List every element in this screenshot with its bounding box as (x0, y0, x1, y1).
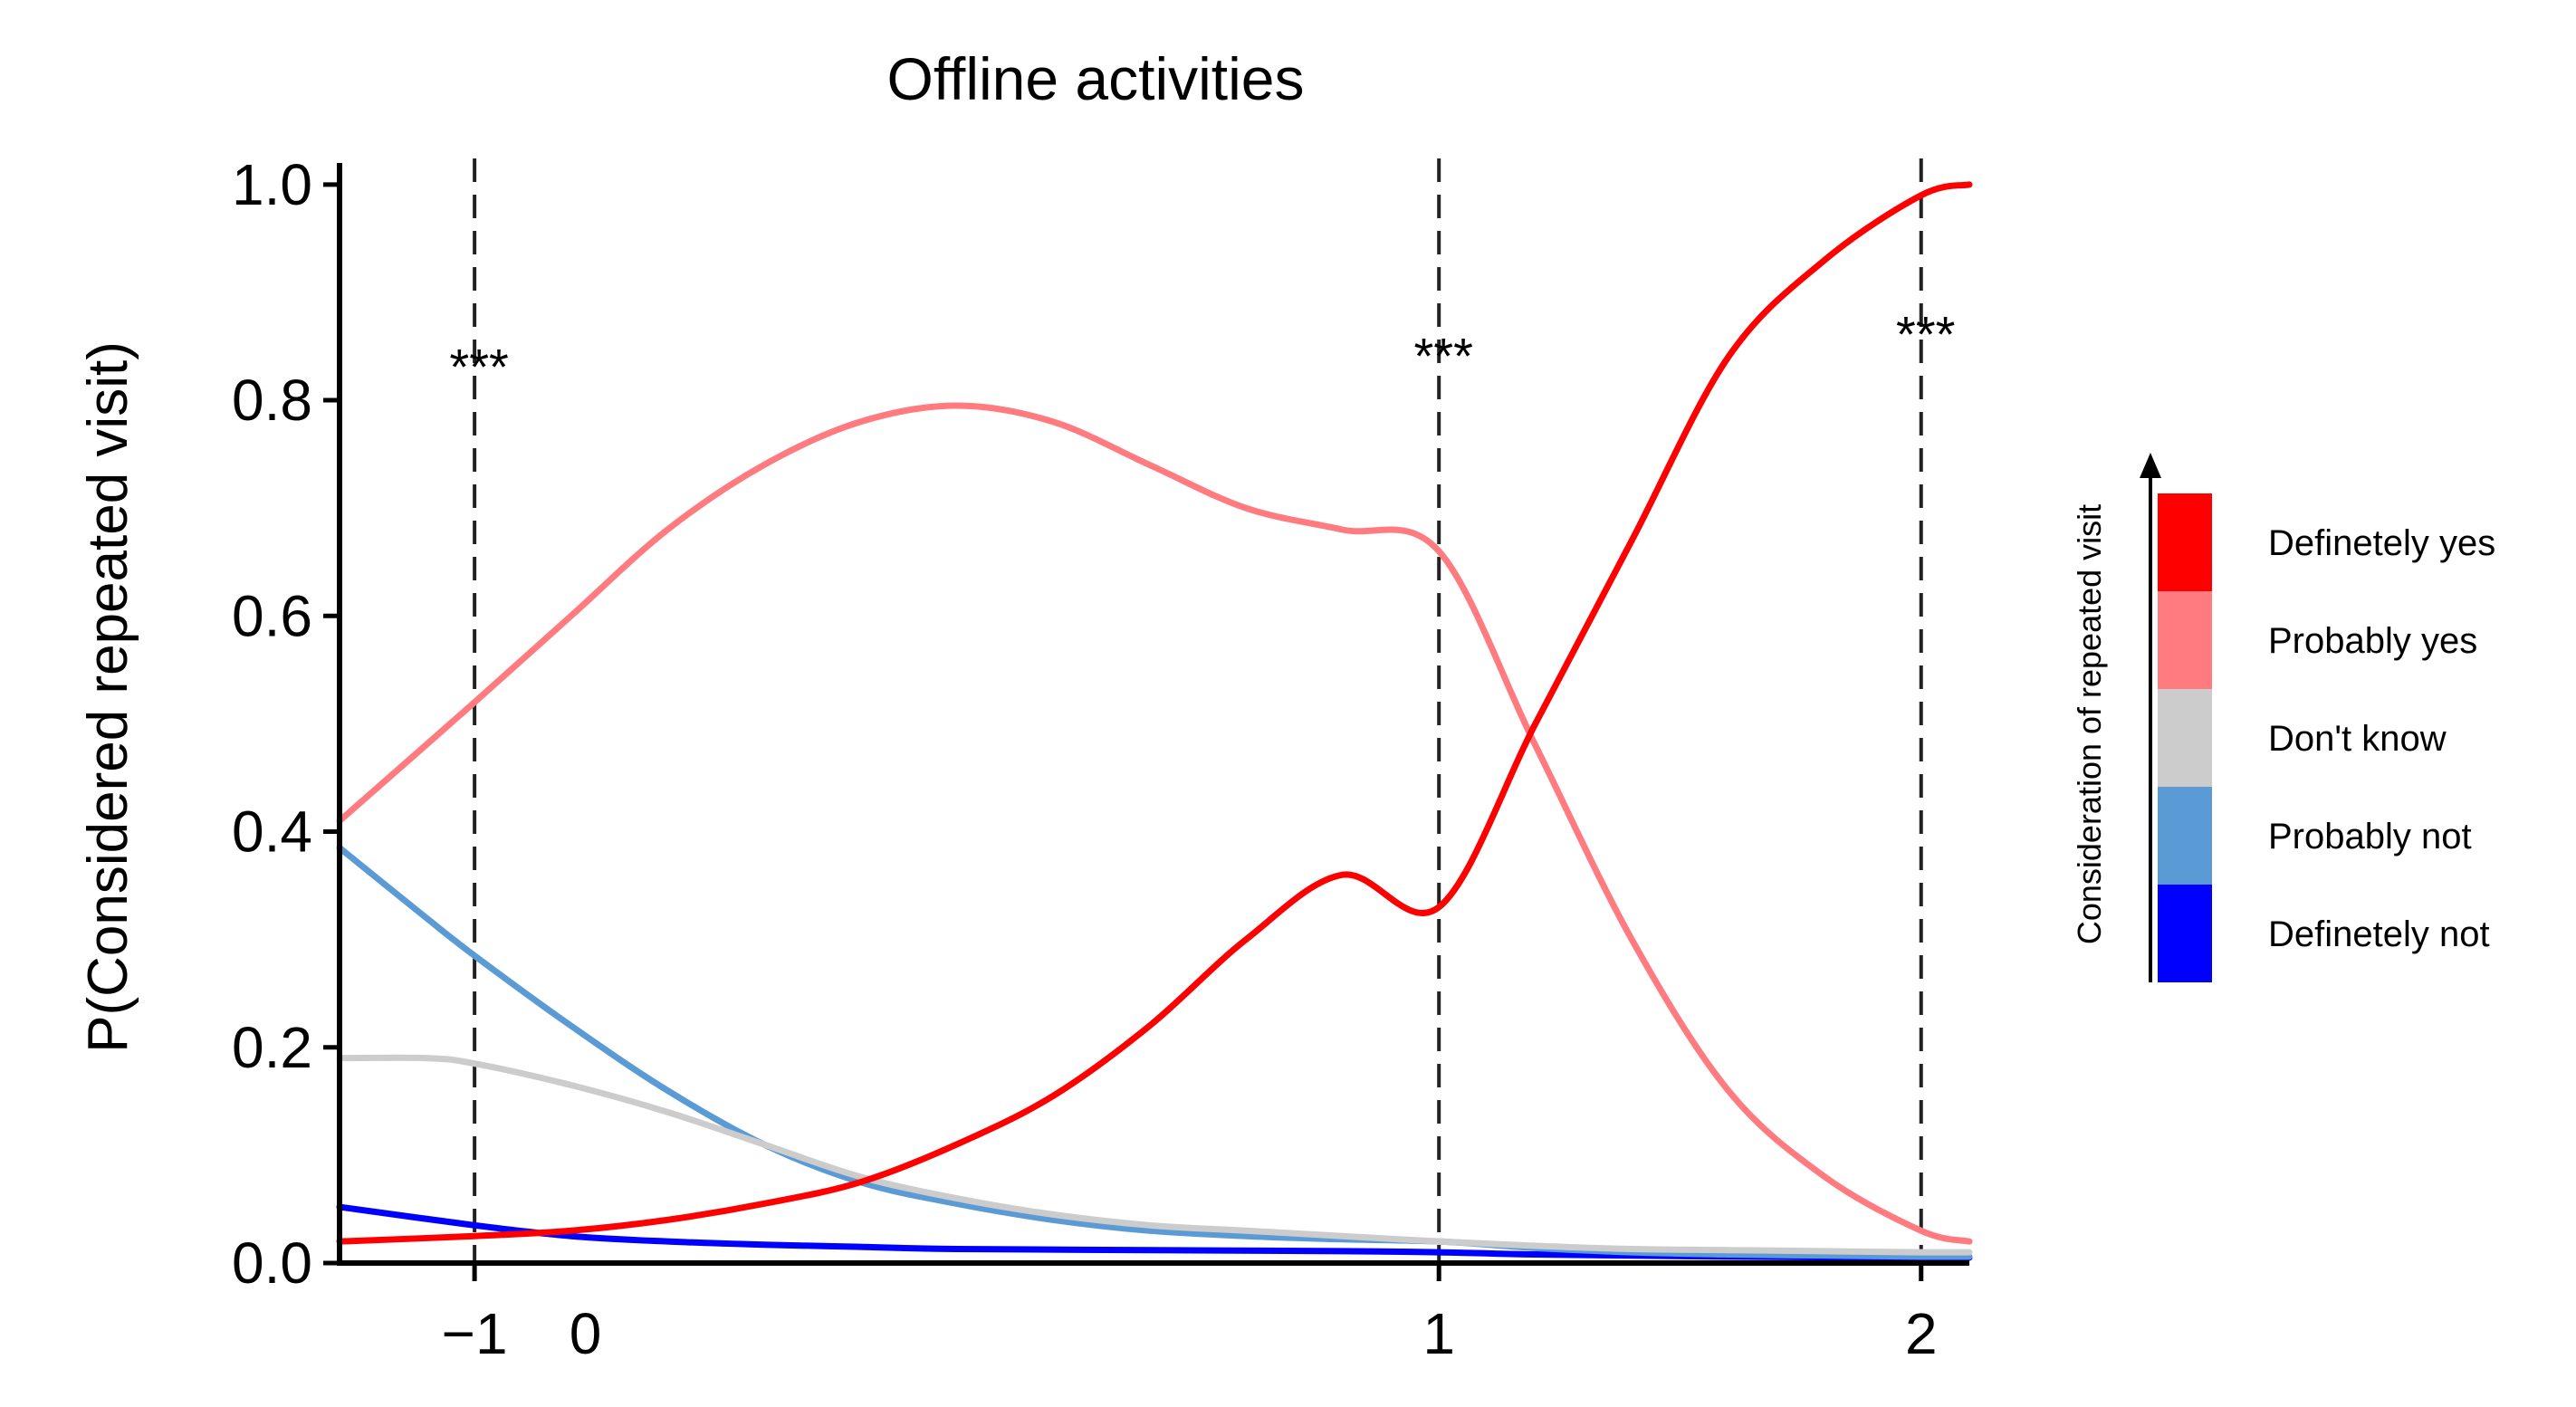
legend-label-2: Don't know (2268, 719, 2447, 759)
legend-swatch-4 (2158, 885, 2212, 982)
x-tick-label-3: 2 (1905, 1301, 1938, 1366)
legend-label-4: Definetely not (2268, 914, 2490, 954)
y-tick-label-5: 1.0 (232, 152, 312, 217)
significance-label-1: *** (1414, 328, 1473, 385)
series-lines (336, 181, 1973, 1261)
y-tick-label-1: 0.2 (232, 1015, 312, 1080)
y-tick-label-2: 0.4 (232, 799, 312, 865)
x-tick-label-0: −1 (442, 1301, 508, 1366)
y-axis-label: P(Considered repeated visit) (77, 341, 139, 1053)
chart-title: Offline activities (887, 45, 1305, 112)
y-tick-label-4: 0.8 (232, 368, 312, 433)
legend-label-3: Probably not (2268, 817, 2472, 857)
series-line-1 (336, 402, 1973, 1245)
legend-swatch-2 (2158, 689, 2212, 787)
y-tick-label-3: 0.6 (232, 583, 312, 648)
y-tick-label-0: 0.0 (232, 1230, 312, 1296)
x-tick-label-2: 1 (1422, 1301, 1455, 1366)
significance-label-2: *** (1896, 306, 1955, 363)
legend-label-0: Definetely yes (2268, 523, 2495, 563)
legend-swatch-3 (2158, 787, 2212, 885)
legend-swatch-1 (2158, 591, 2212, 689)
reference-lines (473, 158, 1923, 1263)
series-line-0 (336, 181, 1973, 1245)
legend: Consideration of repeated visit Definete… (2071, 453, 2495, 982)
legend-title: Consideration of repeated visit (2071, 504, 2108, 944)
significance-annotations: *** *** *** (449, 306, 1955, 396)
series-line-2 (336, 1054, 1973, 1256)
axes: 0.0 0.2 0.4 0.6 0.8 1.0 −1 0 1 2 (232, 152, 1969, 1366)
x-tick-label-1: 0 (570, 1301, 602, 1366)
series-line-3 (336, 844, 1973, 1260)
legend-label-1: Probably yes (2268, 621, 2477, 661)
significance-label-0: *** (449, 338, 508, 395)
legend-swatch-0 (2158, 493, 2212, 591)
legend-arrow-head (2140, 453, 2161, 478)
